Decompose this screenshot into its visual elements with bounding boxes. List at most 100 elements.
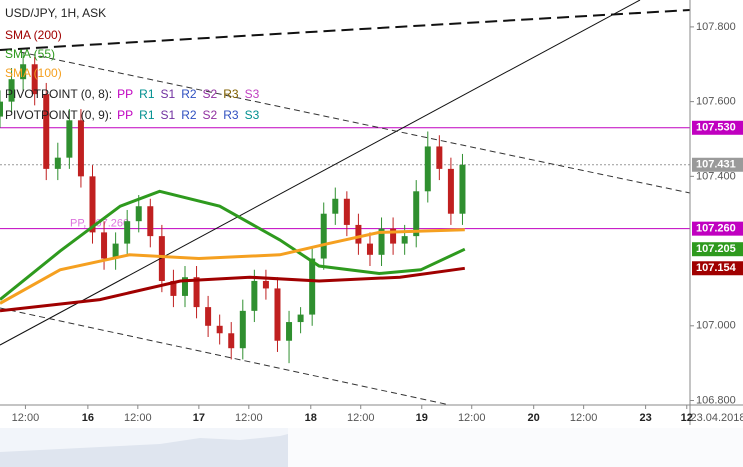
price-label: 107.154 [696,262,737,274]
candle-body [332,198,339,214]
pivot-legend-item: PP [117,108,133,122]
candle-body [124,221,131,244]
candle-body [286,322,293,341]
candle-body [390,228,397,244]
candle-body [216,325,223,334]
candle-body [8,79,15,102]
sma-line [0,266,466,313]
pivot-legend-item: S2 [203,108,218,122]
pivot-legend-item: R1 [139,87,155,101]
x-tick-label: 12:00 [458,412,486,424]
candle-body [309,258,316,315]
candle-body [401,236,408,244]
candle-body [43,94,50,169]
price-label-box [692,157,743,172]
navigator-area [0,434,288,467]
x-tick-label: 23 [639,412,651,424]
candle-body [101,232,108,259]
candle-body [274,288,281,341]
x-tick-label: 12 [681,412,693,424]
x-tick-label: 20 [528,412,540,424]
candle-body [112,243,119,259]
pivot-label: PP, 107.260 [70,218,129,230]
candle-body [205,307,212,326]
candle-body [262,280,269,289]
x-tick-label: 16 [82,412,94,424]
candle-body [355,224,362,244]
candle-body [20,64,27,80]
candle-body [89,176,96,233]
candle-body [31,64,38,95]
pivot-legend-item: S2 [203,87,218,101]
candle-body [77,120,84,177]
navigator-window [288,428,743,467]
candle-body [343,198,350,225]
sma-line [0,228,465,305]
trendline [0,0,641,346]
pivot-legend-item: S3 [245,108,260,122]
x-tick-label: 18 [305,412,317,424]
pivot-legend-item: PP [117,87,133,101]
pivot-legend-label: PIVOTPOINT (0, 9): [5,108,112,122]
legend-entry: SMA (200) [5,28,62,42]
x-tick-label: 12:00 [570,412,598,424]
pivot-legend-item: S1 [161,87,176,101]
y-tick-label: 107.800 [696,21,736,33]
price-label-box [692,120,743,135]
pivot-legend-item: R3 [223,87,239,101]
candle-body [297,314,304,323]
trendline [0,307,451,406]
plot-area: PP, 107.260 [0,53,690,364]
y-tick-label: 107.000 [696,320,736,332]
price-label: 107.530 [696,122,736,134]
overlay [0,189,466,313]
date-label: 23.04.2018 [690,412,743,424]
candle-body [459,164,466,214]
sma-line [0,189,466,301]
candle-body [135,206,142,222]
candle-body [54,157,61,169]
pivot-legend-item: R3 [223,108,239,122]
pivot-legend-item: R2 [181,87,197,101]
x-tick-label: 12:00 [347,412,375,424]
trendline [19,51,691,194]
legend-entry: SMA (55) [5,47,55,61]
trendline [0,9,691,51]
candle-body [436,146,443,169]
candle-body [193,277,200,308]
y-tick-label: 107.400 [696,170,736,182]
candle-body [366,243,373,255]
pivot-legend-item: S3 [245,87,260,101]
x-tick-label: 12:00 [235,412,263,424]
x-tick-label: 12:00 [124,412,152,424]
x-tick-label: 19 [416,412,428,424]
candle-body [0,101,3,117]
candle-body [413,191,420,237]
candle-body [158,236,165,281]
y-tick-label: 107.600 [696,96,736,108]
candle-body [424,146,431,192]
price-label: 107.260 [696,223,736,235]
pivot-legend-item: S1 [161,108,176,122]
candle-body [378,228,385,255]
candle-body [147,206,154,237]
candle-body [239,310,246,349]
pivot-legend: PIVOTPOINT (0, 8): PP R1 S1 R2 S2 R3 S3 [5,87,260,101]
legend: USD/JPY, 1H, ASK SMA (200) SMA (55) SMA (1… [5,6,260,122]
candle-body [251,280,258,311]
pivot-legend: PIVOTPOINT (0, 9): PP R1 S1 R2 S2 R3 S3 [5,108,260,122]
x-tick-label: 12:00 [12,412,40,424]
candle-body [181,277,188,296]
date-label-box [694,411,743,425]
candle-body [66,120,73,158]
price-label-box [692,261,743,276]
pivot-legend-item: R2 [181,108,197,122]
candle-body [320,213,327,259]
pivot-legend-label: PIVOTPOINT (0, 8): [5,87,112,101]
candle-body [228,333,235,349]
price-label: 107.205 [696,243,736,255]
y-tick-label: 106.800 [696,394,736,406]
candle-body [447,168,454,214]
legend-entry: SMA (100) [5,66,62,80]
